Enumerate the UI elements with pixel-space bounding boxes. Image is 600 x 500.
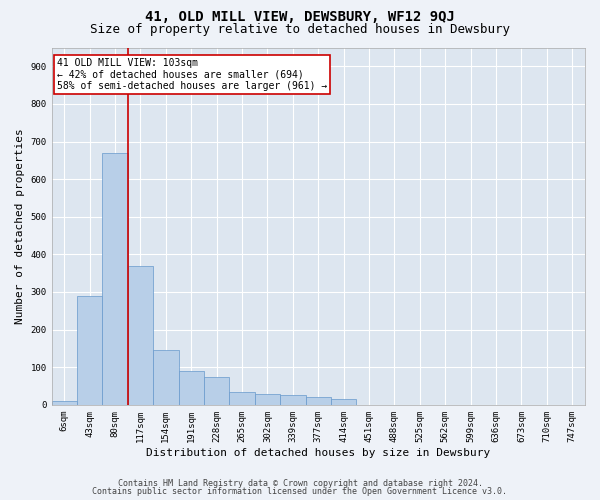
Text: Contains public sector information licensed under the Open Government Licence v3: Contains public sector information licen… xyxy=(92,487,508,496)
Bar xyxy=(229,392,255,405)
Text: 41, OLD MILL VIEW, DEWSBURY, WF12 9QJ: 41, OLD MILL VIEW, DEWSBURY, WF12 9QJ xyxy=(145,10,455,24)
Bar xyxy=(305,398,331,405)
Bar xyxy=(255,394,280,405)
Bar xyxy=(52,401,77,405)
Bar xyxy=(77,296,103,405)
Bar xyxy=(153,350,179,405)
Bar xyxy=(103,153,128,405)
Bar xyxy=(128,266,153,405)
Bar xyxy=(331,399,356,405)
Y-axis label: Number of detached properties: Number of detached properties xyxy=(15,128,25,324)
X-axis label: Distribution of detached houses by size in Dewsbury: Distribution of detached houses by size … xyxy=(146,448,490,458)
Bar xyxy=(204,376,229,405)
Text: Contains HM Land Registry data © Crown copyright and database right 2024.: Contains HM Land Registry data © Crown c… xyxy=(118,478,482,488)
Bar xyxy=(179,371,204,405)
Text: Size of property relative to detached houses in Dewsbury: Size of property relative to detached ho… xyxy=(90,22,510,36)
Bar xyxy=(280,396,305,405)
Text: 41 OLD MILL VIEW: 103sqm
← 42% of detached houses are smaller (694)
58% of semi-: 41 OLD MILL VIEW: 103sqm ← 42% of detach… xyxy=(57,58,327,92)
